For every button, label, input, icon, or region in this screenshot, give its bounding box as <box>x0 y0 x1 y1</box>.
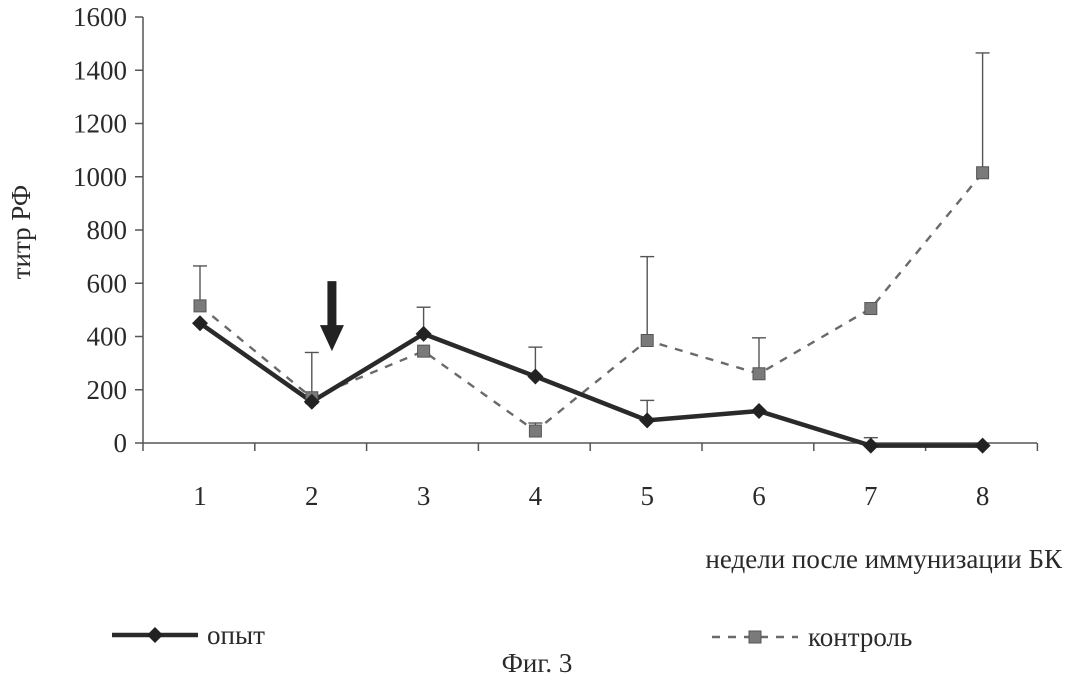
annotations <box>320 281 344 351</box>
legend-label-control: контроль <box>808 622 912 652</box>
x-tick-label: 1 <box>193 481 207 511</box>
control-point <box>529 425 541 437</box>
x-axis: 1 2 3 4 5 6 7 8 <box>143 443 1037 511</box>
y-tick-label: 800 <box>87 215 128 245</box>
y-tick-label: 600 <box>87 268 128 298</box>
x-tick-label: 7 <box>864 481 878 511</box>
experiment-point <box>863 438 879 454</box>
experiment-point <box>751 403 767 419</box>
y-tick-label: 1200 <box>73 109 127 139</box>
y-tick-label: 0 <box>114 428 128 458</box>
y-tick-label: 1000 <box>73 162 127 192</box>
y-axis: 0 200 400 600 800 1000 1200 1400 1600 <box>73 2 143 458</box>
x-axis-title: недели после иммунизации БК <box>705 544 1063 574</box>
y-tick-label: 400 <box>87 322 128 352</box>
x-tick-label: 2 <box>305 481 319 511</box>
y-tick-label: 200 <box>87 375 128 405</box>
legend-square-marker <box>749 631 761 643</box>
control-point <box>641 334 653 346</box>
y-tick-label: 1400 <box>73 55 127 85</box>
figure-caption: Фиг. 3 <box>502 648 573 678</box>
x-tick-label: 3 <box>417 481 431 511</box>
control-point <box>418 345 430 357</box>
legend-item-control: контроль <box>712 622 912 652</box>
x-tick-label: 4 <box>529 481 543 511</box>
x-tick-label: 6 <box>752 481 766 511</box>
control-point <box>753 368 765 380</box>
down-arrow-icon <box>320 281 344 351</box>
legend-item-experiment: опыт <box>112 620 265 650</box>
experiment-point <box>639 412 655 428</box>
error-bars <box>193 53 990 446</box>
x-tick-label: 8 <box>976 481 990 511</box>
y-axis-title: титр РФ <box>6 185 36 280</box>
x-tick-label: 5 <box>640 481 654 511</box>
control-point <box>977 167 989 179</box>
experiment-point <box>527 368 543 384</box>
y-tick-label: 1600 <box>73 2 127 32</box>
legend-diamond-marker <box>147 627 163 643</box>
legend-label-experiment: опыт <box>207 620 265 650</box>
experiment-series-line <box>200 323 983 445</box>
control-point <box>865 303 877 315</box>
control-point <box>194 300 206 312</box>
experiment-point <box>975 438 991 454</box>
series-markers <box>192 167 991 454</box>
